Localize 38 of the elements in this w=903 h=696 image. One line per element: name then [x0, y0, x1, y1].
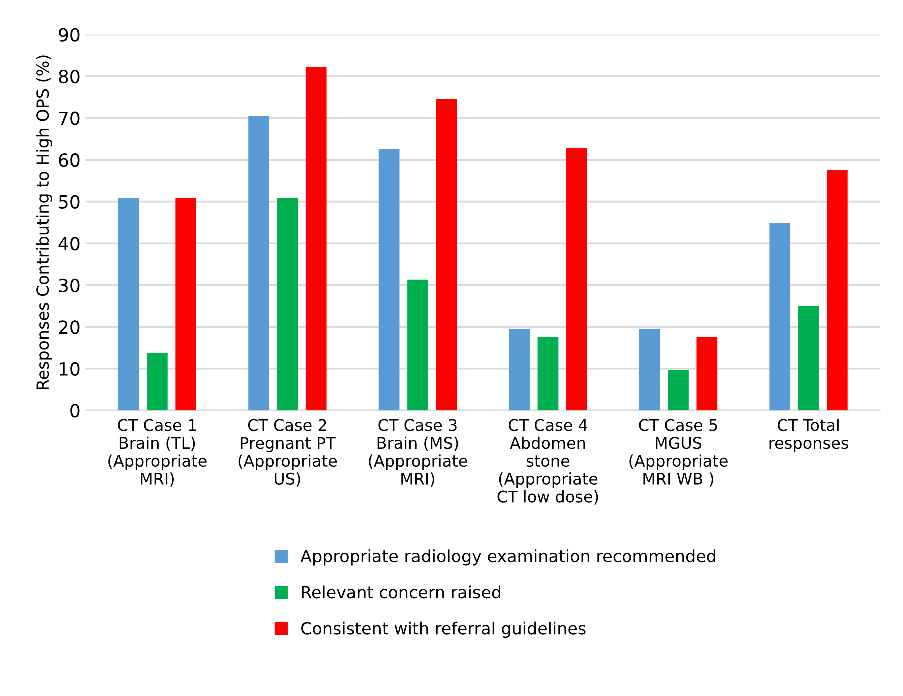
bar — [378, 149, 400, 411]
y-tick-label: 20 — [59, 320, 80, 334]
x-tick-label: CT Case 4 Abdomen stone (Appropriate CT low dose) — [498, 419, 598, 505]
y-tick-label: 0 — [70, 404, 80, 418]
bar — [639, 329, 660, 411]
y-tick-label: 60 — [59, 154, 80, 168]
legend-label: Relevant concern raised — [302, 586, 501, 599]
bar — [248, 116, 270, 411]
bar — [277, 198, 298, 411]
legend-label: Consistent with referral guidelines — [302, 622, 586, 638]
x-tick-label: CT Case 2 Pregnant PT (Appropriate US) — [238, 419, 338, 487]
x-tick-label: CT Case 5 MGUS (Appropriate MRI WB ) — [630, 419, 728, 487]
legend-label: Appropriate radiology examination recommended — [300, 550, 716, 566]
bar — [147, 353, 168, 411]
y-tick-label: 70 — [59, 112, 80, 126]
x-tick-label: CT Total responses — [770, 418, 848, 452]
y-tick-label: 80 — [59, 70, 80, 84]
bar — [538, 338, 559, 411]
y-tick-label: 90 — [59, 28, 80, 42]
y-axis-title: Responses Contributing to High OPS (%) — [36, 56, 52, 390]
bar — [827, 170, 848, 411]
y-tick-label: 50 — [59, 195, 80, 209]
x-tick-label: CT Case 1 Brain (TL) (Appropriate MRI) — [108, 419, 207, 487]
y-tick-label: 10 — [60, 362, 80, 376]
bar — [566, 148, 588, 411]
bar — [668, 370, 689, 411]
bar — [509, 329, 530, 411]
x-tick-label: CT Case 3 Brain (MS) (Appropriate MRI) — [369, 419, 468, 487]
bar — [408, 280, 428, 411]
bar — [118, 198, 140, 411]
bar — [770, 223, 791, 411]
bar — [176, 198, 197, 411]
y-tick-label: 40 — [58, 237, 80, 251]
bar — [306, 66, 327, 411]
bar — [436, 100, 458, 411]
bar — [696, 337, 718, 411]
bar — [798, 306, 820, 411]
y-tick-label: 30 — [59, 278, 80, 292]
